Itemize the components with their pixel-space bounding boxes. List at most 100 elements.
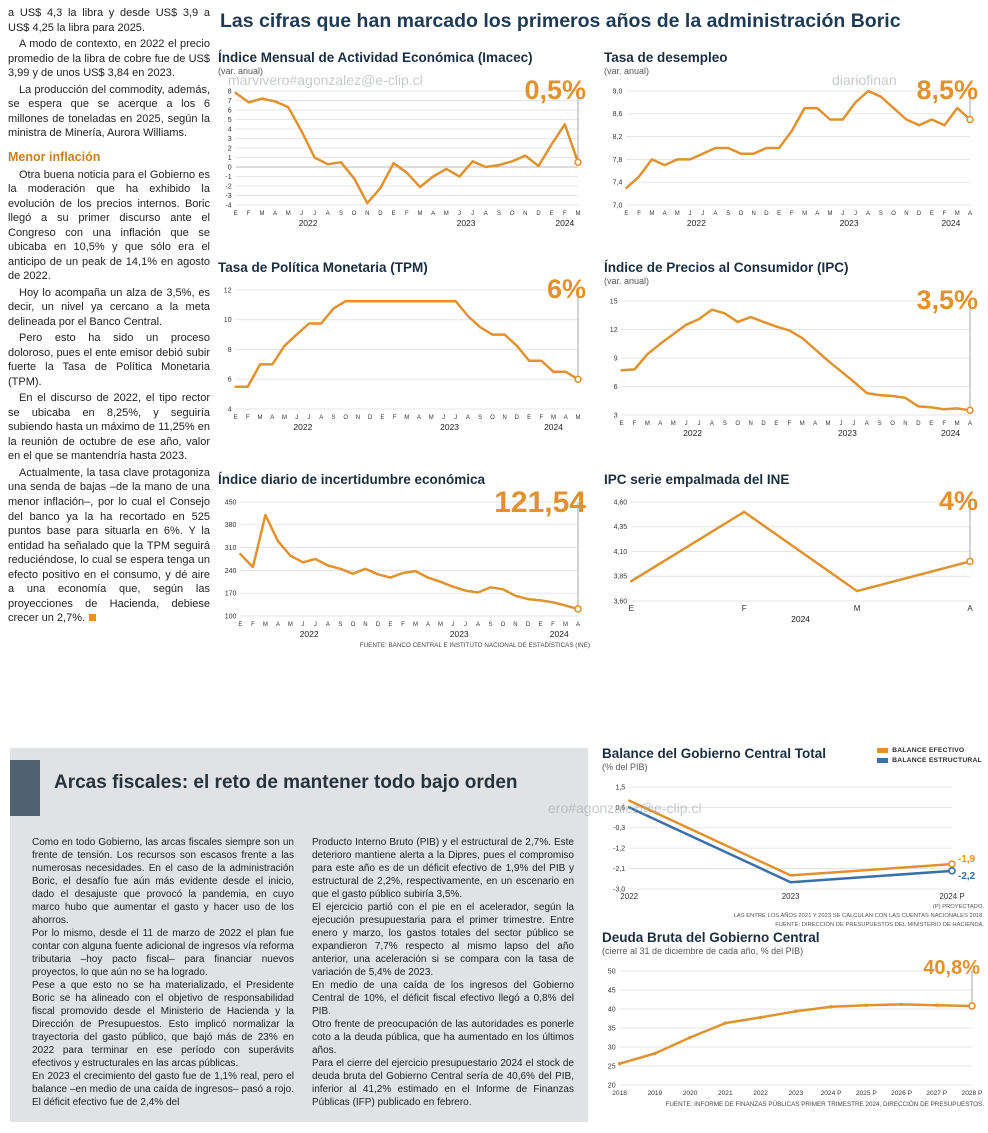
svg-text:-1,9: -1,9 <box>958 854 976 865</box>
svg-text:J: J <box>314 622 317 628</box>
svg-text:M: M <box>576 211 581 217</box>
svg-text:A: A <box>813 421 817 427</box>
fiscal-column-1: Como en todo Gobierno, las arcas fiscale… <box>32 836 294 1109</box>
paragraph: Otro frente de preocupación de las autor… <box>312 1019 574 1056</box>
chart-title: Índice de Precios al Consumidor (IPC) <box>604 260 849 275</box>
chart-source: FUENTE: BANCO CENTRAL E INSTITUTO NACION… <box>359 642 590 649</box>
svg-text:J: J <box>295 415 298 421</box>
chart-ipc-ine: IPC serie empalmada del INE 4% 4,60 4,35 4… <box>604 472 982 625</box>
svg-text:M: M <box>438 622 443 628</box>
svg-text:S: S <box>339 211 343 217</box>
svg-text:2027 P: 2027 P <box>926 1090 948 1097</box>
svg-text:J: J <box>852 421 855 427</box>
svg-text:S: S <box>878 421 882 427</box>
paragraph: Otra buena noticia para el Gobierno es l… <box>8 168 210 283</box>
svg-text:S: S <box>879 211 883 217</box>
legend-swatch-estructural <box>877 758 889 763</box>
highlight-value: 6% <box>546 274 586 304</box>
svg-text:E: E <box>930 211 934 217</box>
svg-text:F: F <box>943 211 947 217</box>
svg-text:30: 30 <box>608 1044 616 1051</box>
svg-text:-4: -4 <box>225 202 231 209</box>
balance-plot: 1,5 0,6 -0,3 -1,2 -2,1 -3,0 2022 2023 2024 P -1,9… <box>602 775 984 903</box>
svg-text:2023: 2023 <box>782 892 800 901</box>
tpm-plot: 6% 12 10 8 6 4 E F M A M J J A S O N D E F M A M J J A S O N D E F M A M 2… <box>218 274 590 433</box>
fiscal-section: Arcas fiscales: el reto de mantener todo… <box>10 748 588 1122</box>
svg-text:E: E <box>380 415 384 421</box>
chart-subtitle: (% del PIB) <box>602 762 648 772</box>
svg-text:M: M <box>563 622 568 628</box>
svg-text:M: M <box>404 415 409 421</box>
svg-text:2028 P: 2028 P <box>962 1090 984 1097</box>
paragraph: a US$ 4,3 la libra y desde US$ 3,9 a US$… <box>8 7 210 34</box>
svg-text:M: M <box>955 421 960 427</box>
svg-text:M: M <box>417 211 422 217</box>
chart-subtitle: (var. anual) <box>604 66 650 76</box>
paragraph: LAS ENTRE LOS AÑOS 2021 Y 2023 SE CALCUL… <box>733 912 984 919</box>
svg-text:A: A <box>466 415 470 421</box>
paragraph: En el discurso de 2022, el tipo rector s… <box>8 392 210 463</box>
svg-text:240: 240 <box>225 568 237 575</box>
paragraph: (P) PROYECTADO. <box>932 904 984 910</box>
chart-subtitle: (cierre al 31 de diciembre de cada año, … <box>602 946 804 956</box>
svg-text:J: J <box>313 211 316 217</box>
svg-text:M: M <box>854 604 861 613</box>
svg-text:M: M <box>263 622 268 628</box>
svg-text:M: M <box>675 211 680 217</box>
desempleo-plot: 8,5% 9,0 8,6 8,2 7,8 7,4 7,0 E F M A M J J A S O N D E F M A M… <box>604 75 982 229</box>
svg-text:A: A <box>270 415 274 421</box>
paragraph: Para el cierre del ejercicio presupuesta… <box>312 1058 574 1108</box>
paragraph: La producción del commodity, además, se … <box>8 83 210 140</box>
page-title: Las cifras que han marcado los primeros … <box>220 10 901 32</box>
paragraph: Hoy lo acompaña un alza de 3,5%, es deci… <box>8 286 210 328</box>
svg-text:7,0: 7,0 <box>613 202 623 209</box>
fiscal-heading: Arcas fiscales: el reto de mantener todo… <box>54 772 518 793</box>
svg-text:J: J <box>701 211 704 217</box>
svg-text:1: 1 <box>228 155 232 162</box>
svg-text:2022: 2022 <box>683 428 702 438</box>
svg-text:J: J <box>454 415 457 421</box>
svg-text:O: O <box>891 211 896 217</box>
svg-text:M: M <box>828 211 833 217</box>
svg-text:M: M <box>551 415 556 421</box>
svg-text:1,5: 1,5 <box>615 784 625 791</box>
chart-tpm: Tasa de Política Monetaria (TPM) 6% 12 10… <box>218 260 590 433</box>
svg-text:-2: -2 <box>225 183 231 190</box>
svg-text:J: J <box>839 421 842 427</box>
svg-text:S: S <box>338 622 342 628</box>
svg-text:A: A <box>968 421 972 427</box>
fiscal-column-2: Producto Interno Bruto (PIB) y el estruc… <box>312 836 574 1109</box>
svg-text:0: 0 <box>228 164 232 171</box>
svg-text:J: J <box>698 421 701 427</box>
svg-text:12: 12 <box>610 327 618 334</box>
svg-text:N: N <box>748 421 752 427</box>
svg-text:6: 6 <box>228 377 232 384</box>
svg-text:E: E <box>550 211 554 217</box>
svg-text:9: 9 <box>614 355 618 362</box>
highlight-value: 3,5% <box>916 285 978 315</box>
chart-title: IPC serie empalmada del INE <box>604 472 790 487</box>
svg-text:F: F <box>742 604 747 613</box>
svg-text:J: J <box>464 622 467 628</box>
svg-text:J: J <box>685 421 688 427</box>
svg-text:J: J <box>471 211 474 217</box>
svg-text:M: M <box>826 421 831 427</box>
svg-text:A: A <box>815 211 819 217</box>
svg-text:E: E <box>238 622 242 628</box>
svg-text:J: J <box>458 211 461 217</box>
svg-text:A: A <box>319 415 323 421</box>
chart-title: Tasa de desempleo <box>604 50 728 65</box>
svg-text:-0,3: -0,3 <box>613 825 625 832</box>
svg-text:F: F <box>247 211 251 217</box>
svg-text:E: E <box>774 421 778 427</box>
svg-text:2026 P: 2026 P <box>891 1090 913 1097</box>
svg-text:M: M <box>444 211 449 217</box>
svg-text:E: E <box>929 421 933 427</box>
svg-text:E: E <box>388 622 392 628</box>
article-intro: a US$ 4,3 la libra y desde US$ 3,9 a US$… <box>8 6 210 141</box>
svg-text:M: M <box>413 622 418 628</box>
svg-text:A: A <box>326 622 330 628</box>
svg-text:F: F <box>246 415 250 421</box>
svg-text:O: O <box>343 415 348 421</box>
svg-text:M: M <box>800 421 805 427</box>
